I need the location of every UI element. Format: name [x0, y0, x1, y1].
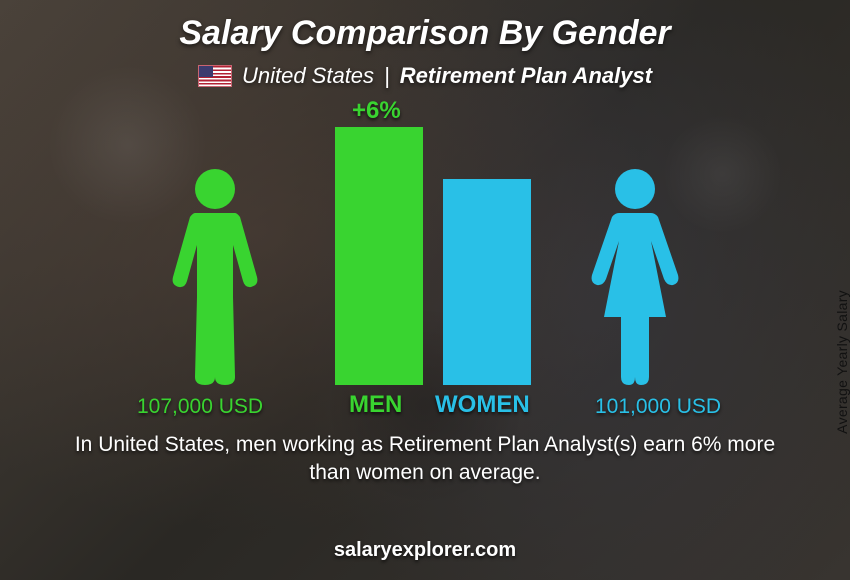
woman-figure-icon	[585, 167, 685, 385]
man-figure-icon	[165, 167, 265, 385]
job-title-label: Retirement Plan Analyst	[400, 63, 652, 89]
women-category-label: WOMEN	[435, 391, 530, 419]
separator: |	[384, 63, 390, 89]
women-value-label: 101,000 USD	[595, 395, 721, 419]
men-category-label: MEN	[349, 391, 402, 419]
chart-area: +6% MEN WOMEN 107,000 USD 101,000 USD	[105, 97, 745, 427]
summary-text: In United States, men working as Retirem…	[65, 431, 785, 488]
delta-percentage-label: +6%	[352, 97, 401, 125]
men-value-label: 107,000 USD	[137, 395, 263, 419]
footer-source: salaryexplorer.com	[0, 539, 850, 562]
subtitle-row: United States | Retirement Plan Analyst	[198, 63, 652, 89]
us-flag-icon	[198, 65, 232, 87]
country-label: United States	[242, 63, 374, 89]
women-salary-bar	[443, 179, 531, 385]
main-title: Salary Comparison By Gender	[179, 14, 670, 53]
content-container: Salary Comparison By Gender United State…	[0, 0, 850, 580]
y-axis-label: Average Yearly Salary	[834, 290, 850, 434]
men-salary-bar	[335, 127, 423, 385]
